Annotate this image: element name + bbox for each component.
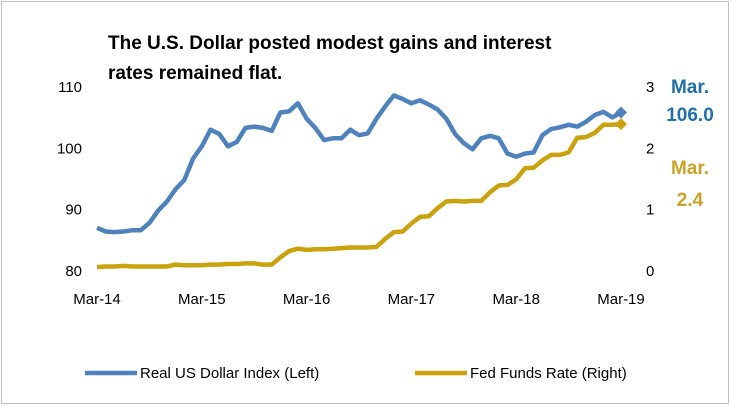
- annotation: Mar.: [671, 77, 709, 98]
- chart-title: rates remained flat.: [108, 63, 282, 84]
- y-tick-label: 100: [57, 140, 82, 157]
- annotation: Mar.: [671, 158, 709, 179]
- annotation: 2.4: [677, 190, 704, 211]
- x-tick-label: Mar-15: [178, 291, 226, 308]
- x-tick-label: Mar-16: [283, 291, 331, 308]
- y-tick-label: 90: [65, 202, 82, 219]
- series-line: [96, 93, 623, 235]
- y2-tick-label: 3: [646, 79, 654, 96]
- x-tick-label: Mar-18: [492, 291, 540, 308]
- legend-label: Fed Funds Rate (Right): [470, 365, 627, 382]
- y2-tick-label: 1: [646, 202, 654, 219]
- x-tick-label: Mar-19: [597, 291, 645, 308]
- y2-tick-label: 0: [646, 263, 654, 280]
- series-line: [96, 121, 622, 270]
- end-marker: [615, 118, 627, 131]
- y2-tick-label: 2: [646, 140, 654, 157]
- y-tick-label: 80: [65, 263, 82, 280]
- chart-title: The U.S. Dollar posted modest gains and …: [108, 33, 552, 54]
- y-tick-label: 110: [58, 79, 82, 96]
- legend-label: Real US Dollar Index (Left): [140, 365, 319, 382]
- x-tick-label: Mar-14: [73, 291, 121, 308]
- annotation: 106.0: [666, 105, 714, 126]
- x-tick-label: Mar-17: [388, 291, 436, 308]
- end-marker: [615, 106, 627, 119]
